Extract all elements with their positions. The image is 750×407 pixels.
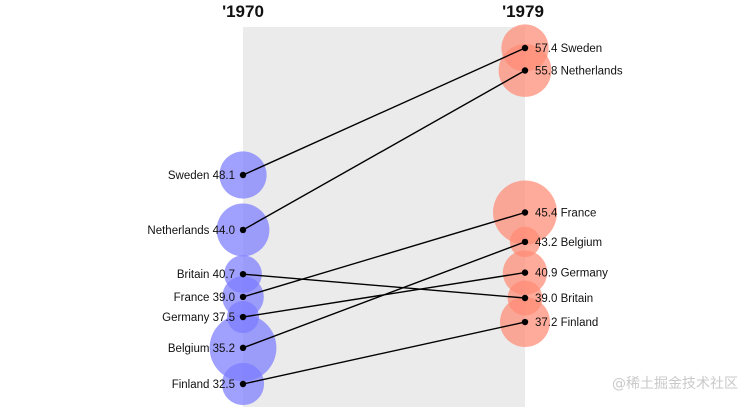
label-1970-britain: Britain 40.7 [177,269,235,281]
year-1979-label: '1979 [502,2,544,21]
dot-1970-netherlands [239,226,247,234]
dot-1979-britain [521,294,529,302]
endpoint-dots [239,44,529,388]
dot-1970-france [239,293,247,301]
label-1970-netherlands: Netherlands 44.0 [147,225,235,237]
watermark: @稀土掘金技术社区 [612,376,738,392]
label-1979-germany: 40.9 Germany [535,268,608,280]
slope-line-belgium [242,241,526,349]
slope-line-finland [242,321,526,385]
data-labels: Sweden 48.1 57.4 Sweden Netherlands 44.0 55… [147,43,622,391]
label-1979-belgium: 43.2 Belgium [535,237,602,249]
center-band [243,27,525,407]
label-1979-netherlands: 55.8 Netherlands [535,66,623,78]
label-1970-finland: Finland 32.5 [172,379,235,391]
dot-1970-finland [239,380,247,388]
dot-1979-germany [521,269,529,276]
slope-line-netherlands [242,69,526,231]
label-1970-belgium: Belgium 35.2 [168,343,235,355]
dot-1970-sweden [239,171,247,179]
dot-1979-netherlands [521,67,529,74]
dot-1979-finland [521,318,529,326]
dot-1979-sweden [521,44,529,52]
dot-1970-germany [239,313,247,321]
dot-1970-britain [239,270,247,278]
label-1979-france: 45.4 France [535,208,596,220]
label-1979-britain: 39.0 Britain [535,293,593,305]
label-1970-france: France 39.0 [174,292,235,304]
label-1970-germany: Germany 37.5 [162,312,235,324]
dot-1979-france [521,209,529,216]
year-1970-label: '1970 [222,2,264,21]
slope-line-sweden [242,47,526,176]
dot-1970-belgium [239,344,247,352]
label-1979-finland: 37.2 Finland [535,317,598,329]
slope-lines [242,47,526,385]
slope-line-france [242,211,526,298]
dot-1979-belgium [521,238,529,246]
slope-line-britain [242,273,526,299]
label-1979-sweden: 57.4 Sweden [535,43,602,55]
label-1970-sweden: Sweden 48.1 [168,170,235,182]
